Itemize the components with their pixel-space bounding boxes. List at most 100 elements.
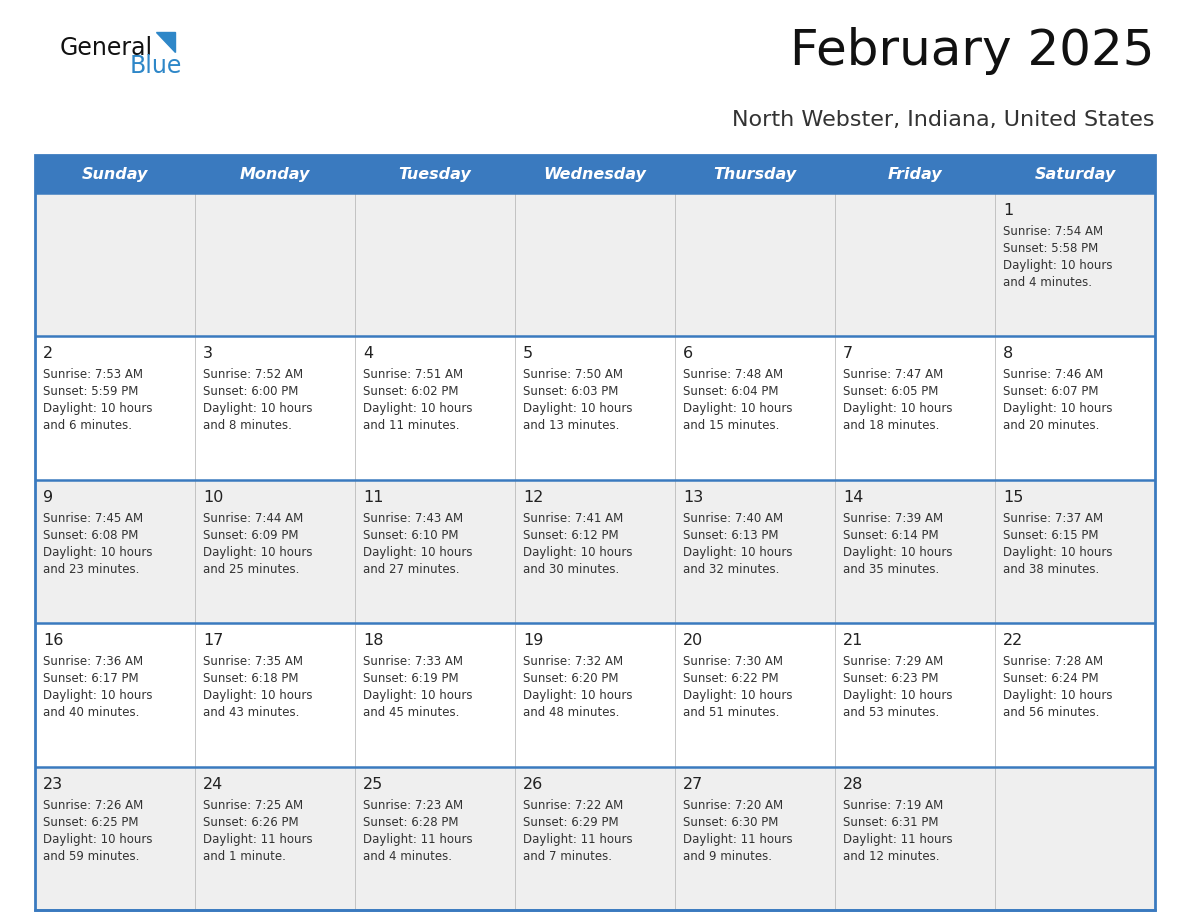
Text: 28: 28 xyxy=(843,777,864,791)
Text: North Webster, Indiana, United States: North Webster, Indiana, United States xyxy=(733,110,1155,130)
Text: 8: 8 xyxy=(1003,346,1013,362)
Text: Daylight: 10 hours: Daylight: 10 hours xyxy=(523,689,632,702)
Text: Sunset: 6:00 PM: Sunset: 6:00 PM xyxy=(203,386,298,398)
Text: Sunset: 6:13 PM: Sunset: 6:13 PM xyxy=(683,529,778,542)
Text: Friday: Friday xyxy=(887,166,942,182)
Text: Sunset: 6:07 PM: Sunset: 6:07 PM xyxy=(1003,386,1099,398)
Text: Daylight: 10 hours: Daylight: 10 hours xyxy=(523,546,632,559)
Text: and 4 minutes.: and 4 minutes. xyxy=(1003,276,1092,289)
Text: Sunset: 6:29 PM: Sunset: 6:29 PM xyxy=(523,815,619,829)
Text: and 13 minutes.: and 13 minutes. xyxy=(523,420,619,432)
Text: Sunrise: 7:29 AM: Sunrise: 7:29 AM xyxy=(843,655,943,668)
Text: Sunday: Sunday xyxy=(82,166,148,182)
Polygon shape xyxy=(156,32,175,52)
Text: and 59 minutes.: and 59 minutes. xyxy=(43,849,139,863)
Text: Daylight: 10 hours: Daylight: 10 hours xyxy=(203,402,312,416)
Text: Daylight: 10 hours: Daylight: 10 hours xyxy=(683,689,792,702)
Text: and 4 minutes.: and 4 minutes. xyxy=(364,849,451,863)
Text: 18: 18 xyxy=(364,633,384,648)
Text: and 20 minutes.: and 20 minutes. xyxy=(1003,420,1099,432)
Text: Daylight: 10 hours: Daylight: 10 hours xyxy=(364,689,473,702)
Text: Daylight: 10 hours: Daylight: 10 hours xyxy=(843,689,953,702)
Text: Sunset: 6:25 PM: Sunset: 6:25 PM xyxy=(43,815,139,829)
Bar xyxy=(34,336,1155,480)
Text: and 43 minutes.: and 43 minutes. xyxy=(203,706,299,719)
Text: 11: 11 xyxy=(364,490,384,505)
Text: Daylight: 10 hours: Daylight: 10 hours xyxy=(203,546,312,559)
Text: Sunrise: 7:47 AM: Sunrise: 7:47 AM xyxy=(843,368,943,381)
Bar xyxy=(34,767,1155,910)
Text: Sunset: 6:03 PM: Sunset: 6:03 PM xyxy=(523,386,619,398)
Text: Daylight: 10 hours: Daylight: 10 hours xyxy=(364,402,473,416)
Text: Sunset: 6:24 PM: Sunset: 6:24 PM xyxy=(1003,672,1099,685)
Text: and 40 minutes.: and 40 minutes. xyxy=(43,706,139,719)
Text: Sunset: 6:10 PM: Sunset: 6:10 PM xyxy=(364,529,459,542)
Text: Sunrise: 7:44 AM: Sunrise: 7:44 AM xyxy=(203,512,303,525)
Text: and 25 minutes.: and 25 minutes. xyxy=(203,563,299,576)
Text: Daylight: 11 hours: Daylight: 11 hours xyxy=(523,833,633,845)
Text: Sunrise: 7:39 AM: Sunrise: 7:39 AM xyxy=(843,512,943,525)
Text: Sunrise: 7:20 AM: Sunrise: 7:20 AM xyxy=(683,799,783,812)
Text: Daylight: 10 hours: Daylight: 10 hours xyxy=(43,833,152,845)
Text: Daylight: 10 hours: Daylight: 10 hours xyxy=(1003,402,1112,416)
Text: Monday: Monday xyxy=(240,166,310,182)
Text: Sunset: 6:28 PM: Sunset: 6:28 PM xyxy=(364,815,459,829)
Text: Sunset: 6:22 PM: Sunset: 6:22 PM xyxy=(683,672,778,685)
Text: Daylight: 10 hours: Daylight: 10 hours xyxy=(683,546,792,559)
Text: Daylight: 11 hours: Daylight: 11 hours xyxy=(683,833,792,845)
Text: and 53 minutes.: and 53 minutes. xyxy=(843,706,940,719)
Text: General: General xyxy=(61,36,153,60)
Text: Daylight: 10 hours: Daylight: 10 hours xyxy=(683,402,792,416)
Text: Sunrise: 7:19 AM: Sunrise: 7:19 AM xyxy=(843,799,943,812)
Text: Sunset: 6:08 PM: Sunset: 6:08 PM xyxy=(43,529,138,542)
Text: 9: 9 xyxy=(43,490,53,505)
Text: Daylight: 10 hours: Daylight: 10 hours xyxy=(1003,546,1112,559)
Text: Sunrise: 7:30 AM: Sunrise: 7:30 AM xyxy=(683,655,783,668)
Text: Daylight: 10 hours: Daylight: 10 hours xyxy=(843,402,953,416)
Text: Sunrise: 7:35 AM: Sunrise: 7:35 AM xyxy=(203,655,303,668)
Text: and 48 minutes.: and 48 minutes. xyxy=(523,706,619,719)
Text: Sunset: 6:02 PM: Sunset: 6:02 PM xyxy=(364,386,459,398)
Text: 23: 23 xyxy=(43,777,63,791)
Text: 13: 13 xyxy=(683,490,703,505)
Text: Sunrise: 7:52 AM: Sunrise: 7:52 AM xyxy=(203,368,303,381)
Text: 3: 3 xyxy=(203,346,213,362)
Text: Blue: Blue xyxy=(129,54,183,78)
Text: Sunrise: 7:26 AM: Sunrise: 7:26 AM xyxy=(43,799,144,812)
Text: 25: 25 xyxy=(364,777,384,791)
Bar xyxy=(34,480,1155,623)
Text: and 51 minutes.: and 51 minutes. xyxy=(683,706,779,719)
Text: 14: 14 xyxy=(843,490,864,505)
Text: Thursday: Thursday xyxy=(714,166,797,182)
Text: and 6 minutes.: and 6 minutes. xyxy=(43,420,132,432)
Text: Daylight: 10 hours: Daylight: 10 hours xyxy=(43,402,152,416)
Bar xyxy=(34,623,1155,767)
Text: 19: 19 xyxy=(523,633,543,648)
Text: and 11 minutes.: and 11 minutes. xyxy=(364,420,460,432)
Text: and 30 minutes.: and 30 minutes. xyxy=(523,563,619,576)
Text: 10: 10 xyxy=(203,490,223,505)
Text: Wednesday: Wednesday xyxy=(544,166,646,182)
Text: Daylight: 10 hours: Daylight: 10 hours xyxy=(1003,259,1112,272)
Bar xyxy=(34,155,1155,193)
Text: Sunrise: 7:48 AM: Sunrise: 7:48 AM xyxy=(683,368,783,381)
Text: 7: 7 xyxy=(843,346,853,362)
Text: and 23 minutes.: and 23 minutes. xyxy=(43,563,139,576)
Text: Sunset: 6:12 PM: Sunset: 6:12 PM xyxy=(523,529,619,542)
Text: Sunrise: 7:43 AM: Sunrise: 7:43 AM xyxy=(364,512,463,525)
Text: Sunrise: 7:37 AM: Sunrise: 7:37 AM xyxy=(1003,512,1104,525)
Text: Sunrise: 7:41 AM: Sunrise: 7:41 AM xyxy=(523,512,624,525)
Text: Sunset: 6:14 PM: Sunset: 6:14 PM xyxy=(843,529,939,542)
Text: Daylight: 10 hours: Daylight: 10 hours xyxy=(43,689,152,702)
Text: 27: 27 xyxy=(683,777,703,791)
Text: Sunset: 5:58 PM: Sunset: 5:58 PM xyxy=(1003,242,1098,255)
Text: Daylight: 10 hours: Daylight: 10 hours xyxy=(843,546,953,559)
Text: and 32 minutes.: and 32 minutes. xyxy=(683,563,779,576)
Text: Daylight: 11 hours: Daylight: 11 hours xyxy=(364,833,473,845)
Text: Sunset: 6:31 PM: Sunset: 6:31 PM xyxy=(843,815,939,829)
Text: Daylight: 11 hours: Daylight: 11 hours xyxy=(843,833,953,845)
Text: Sunset: 6:18 PM: Sunset: 6:18 PM xyxy=(203,672,298,685)
Text: Tuesday: Tuesday xyxy=(399,166,472,182)
Text: Sunset: 6:20 PM: Sunset: 6:20 PM xyxy=(523,672,619,685)
Text: Sunset: 6:23 PM: Sunset: 6:23 PM xyxy=(843,672,939,685)
